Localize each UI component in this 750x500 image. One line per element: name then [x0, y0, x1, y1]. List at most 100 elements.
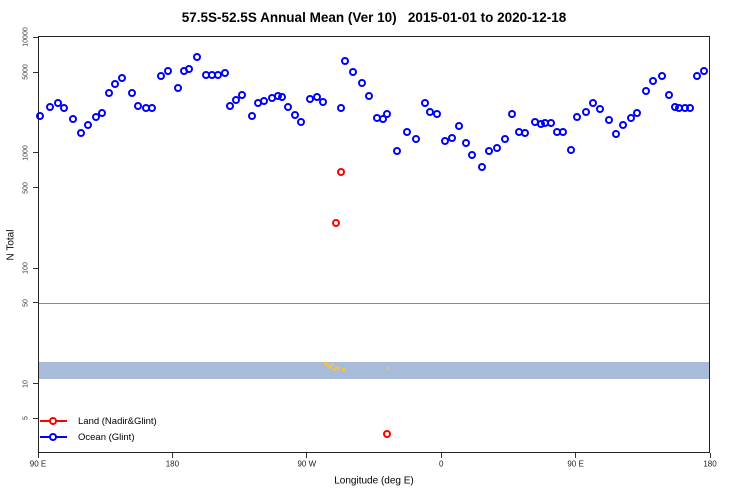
data-point-ocean [581, 107, 590, 116]
data-point-ocean [163, 66, 172, 75]
x-tick [575, 453, 577, 458]
chart-title: 57.5S-52.5S Annual Mean (Ver 10) 2015-01… [181, 10, 567, 25]
data-point-ocean [348, 67, 357, 76]
y-tick [33, 267, 38, 269]
data-point-land [336, 167, 345, 176]
data-point-ocean [318, 97, 327, 106]
x-tick-label: 180 [703, 459, 717, 469]
data-point-ocean [283, 102, 292, 111]
y-tick [33, 152, 38, 154]
y-tick [33, 36, 38, 38]
data-point-ocean [700, 66, 709, 75]
y-tick [33, 71, 38, 73]
y-tick-label: 5 [22, 416, 30, 421]
data-point-ocean [393, 146, 402, 155]
data-point-flagged [335, 365, 339, 369]
data-point-ocean [184, 64, 193, 73]
data-point-ocean [686, 103, 695, 112]
y-axis-title: N Total [5, 229, 17, 261]
data-point-ocean [627, 113, 636, 122]
data-point-ocean [604, 115, 613, 124]
data-point-ocean [147, 103, 156, 112]
x-tick [440, 453, 442, 458]
data-point-ocean [305, 94, 314, 103]
data-point-ocean [440, 136, 449, 145]
reference-band [39, 361, 709, 379]
data-point-ocean [127, 88, 136, 97]
land-legend-marker-icon [40, 416, 67, 426]
x-tick [171, 453, 173, 458]
data-point-ocean [558, 127, 567, 136]
data-point-ocean [411, 134, 420, 143]
data-point-ocean [378, 114, 387, 123]
data-point-flagged [331, 363, 335, 367]
legend-item-ocean: Ocean (Glint) [40, 429, 157, 445]
data-point-flagged [323, 362, 327, 366]
data-point-flagged [337, 367, 341, 370]
data-point-ocean [45, 102, 54, 111]
data-point-ocean [76, 128, 85, 137]
data-point-ocean [290, 110, 299, 119]
data-point-ocean [35, 111, 44, 120]
y-tick [33, 187, 38, 189]
reference-line [39, 302, 709, 304]
y-tick-label: 50 [22, 299, 30, 307]
data-point-ocean [340, 56, 349, 65]
ocean-legend-marker-icon [40, 432, 67, 442]
data-point-land [382, 430, 391, 439]
y-tick-label: 500 [22, 181, 30, 194]
data-point-ocean [91, 112, 100, 121]
x-tick-label: 90 W [297, 459, 317, 469]
x-tick-label: 90 E [567, 459, 584, 469]
data-point-ocean [484, 146, 493, 155]
y-tick-label: 1000 [22, 145, 30, 161]
data-point-ocean [566, 145, 575, 154]
data-point-ocean [237, 90, 246, 99]
data-point-ocean [231, 95, 240, 104]
data-point-ocean [508, 109, 517, 118]
y-tick [33, 417, 38, 419]
y-tick [33, 383, 38, 385]
data-point-ocean [664, 90, 673, 99]
data-point-ocean [500, 134, 509, 143]
data-point-ocean [619, 120, 628, 129]
data-point-ocean [156, 71, 165, 80]
data-point-ocean [642, 86, 651, 95]
data-point-ocean [225, 101, 234, 110]
y-tick-label: 100 [22, 262, 30, 275]
data-point-ocean [173, 83, 182, 92]
y-tick [33, 302, 38, 304]
x-tick-label: 180 [165, 459, 180, 469]
y-tick-label: 10 [22, 379, 30, 388]
data-point-ocean [492, 143, 501, 152]
legend: Land (Nadir&Glint) Ocean (Glint) [40, 413, 157, 445]
x-tick [709, 453, 711, 458]
data-point-ocean [595, 104, 604, 113]
data-point-ocean [649, 76, 658, 85]
data-point-ocean [312, 92, 321, 101]
data-point-ocean [521, 128, 530, 137]
legend-label-ocean: Ocean (Glint) [78, 431, 135, 443]
legend-label-land: Land (Nadir&Glint) [78, 415, 157, 427]
data-point-ocean [447, 133, 456, 142]
x-tick-label: 90 E [29, 459, 47, 469]
data-point-ocean [693, 71, 702, 80]
y-tick-label: 5000 [22, 64, 30, 80]
data-point-ocean [611, 129, 620, 138]
data-point-flagged [328, 365, 332, 369]
data-point-ocean [133, 101, 142, 110]
data-point-ocean [420, 98, 429, 107]
data-point-ocean [97, 108, 106, 117]
data-point-ocean [110, 79, 119, 88]
x-axis-title: Longitude (deg E) [334, 475, 414, 487]
data-point-ocean [455, 121, 464, 130]
x-tick [306, 453, 308, 458]
data-point-flagged [333, 367, 337, 371]
data-point-ocean [403, 127, 412, 136]
legend-item-land: Land (Nadir&Glint) [40, 413, 157, 429]
data-point-ocean [53, 98, 62, 107]
data-point-ocean [383, 109, 392, 118]
data-point-flagged [341, 368, 345, 372]
x-tick-label: 0 [438, 459, 444, 469]
